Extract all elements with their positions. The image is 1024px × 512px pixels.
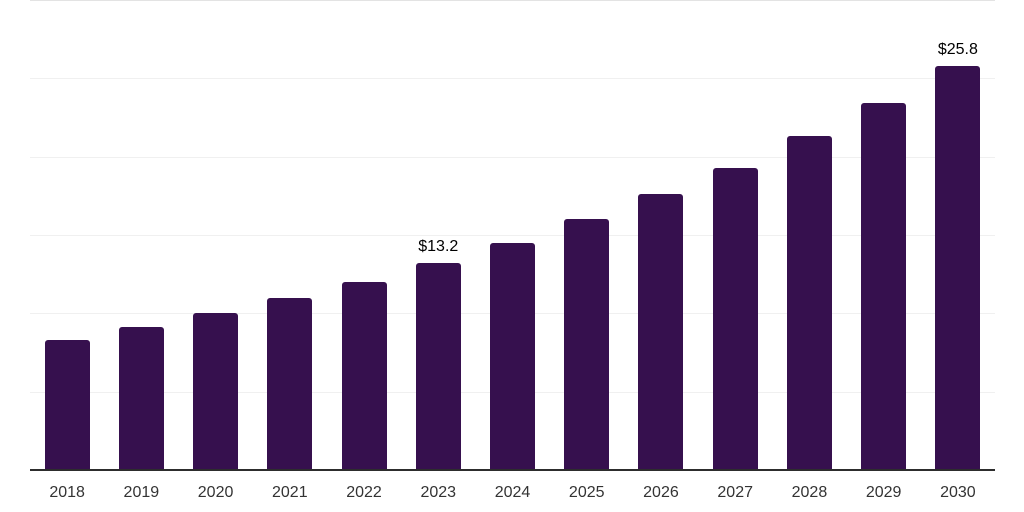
bar-2020: [193, 313, 239, 470]
bar-2029: [861, 103, 907, 470]
bar-2028: [786, 136, 832, 470]
x-axis-label-2023: 2023: [420, 484, 457, 501]
x-axis-label-2025: 2025: [568, 484, 605, 501]
x-axis-line: [30, 469, 995, 471]
bar-2026: [638, 194, 684, 470]
bar-2024: [490, 242, 535, 470]
bar-2025: [564, 219, 610, 470]
x-axis-label-2030: 2030: [940, 484, 976, 501]
x-axis-label-2028: 2028: [791, 484, 828, 501]
x-axis-label-2019: 2019: [123, 484, 160, 501]
bar-2023: [415, 263, 461, 470]
x-axis-label-2020: 2020: [197, 484, 234, 501]
bar-2030: [935, 65, 981, 470]
bar-2018: [44, 339, 90, 470]
x-axis-label-2027: 2027: [717, 484, 753, 501]
x-axis-label-2024: 2024: [494, 484, 531, 501]
bar-2027: [712, 167, 758, 470]
bar-2022: [341, 282, 387, 470]
data-label-2030: $25.8: [937, 40, 978, 58]
bar-2021: [267, 297, 313, 470]
gridline-25: [30, 78, 995, 80]
x-axis-label-2022: 2022: [346, 484, 382, 501]
x-axis-label-2021: 2021: [272, 484, 308, 501]
bar-2019: [118, 327, 164, 470]
gridline-15: [30, 235, 995, 236]
x-axis-label-2029: 2029: [865, 484, 902, 501]
x-axis-label-2026: 2026: [643, 484, 679, 501]
plot-area: $13.2 $25.8: [30, 0, 995, 471]
gridline-20: [30, 156, 995, 158]
data-label-2023: $13.2: [418, 238, 459, 256]
x-axis-label-2018: 2018: [49, 484, 85, 501]
gridline-30: [30, 0, 995, 1]
